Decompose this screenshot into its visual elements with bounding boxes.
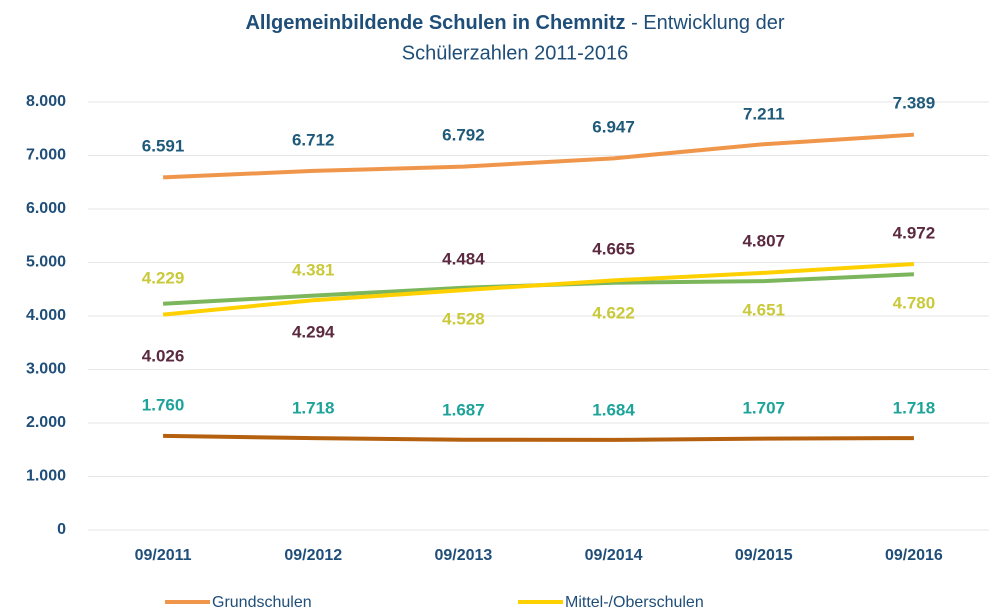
x-tick-label: 09/2012 [284,547,342,564]
data-label: 6.591 [142,136,185,155]
data-label: 6.947 [592,117,635,136]
data-label: 7.389 [893,93,936,112]
series-line [163,433,914,442]
x-tick-label: 09/2013 [434,547,492,564]
data-label: 4.294 [292,322,335,341]
y-tick-label: 7.000 [26,147,66,164]
y-tick-label: 8.000 [26,93,66,110]
data-label: 1.707 [742,398,785,417]
data-label: 6.712 [292,130,335,149]
data-label: 1.718 [893,398,936,417]
y-tick-label: 5.000 [26,254,66,271]
data-label: 4.651 [742,300,785,319]
data-label: 4.972 [893,223,936,242]
y-tick-label: 0 [57,521,66,538]
x-tick-label: 09/2016 [885,547,943,564]
y-tick-label: 2.000 [26,414,66,431]
chart-title: Allgemeinbildende Schulen in Chemnitz - … [245,12,784,34]
data-label: 4.381 [292,260,335,279]
data-label: 6.792 [442,125,485,144]
data-label: 4.484 [442,249,485,268]
title-bold: Allgemeinbildende Schulen in Chemnitz [245,12,625,34]
legend-label: Grundschulen [212,594,312,611]
x-tick-label: 09/2015 [735,547,793,564]
data-label: 4.528 [442,309,485,328]
series-line [162,132,915,180]
data-label: 4.807 [742,231,785,250]
y-tick-label: 1.000 [26,468,66,485]
data-label: 1.718 [292,398,335,417]
x-tick-label: 09/2014 [585,547,643,564]
y-tick-label: 4.000 [26,307,66,324]
data-label: 1.760 [142,395,185,414]
data-label: 4.026 [142,346,185,365]
series-line [162,272,915,306]
data-label: 4.665 [592,239,635,258]
data-label: 7.211 [743,104,785,123]
data-label: 4.622 [592,303,635,322]
data-label: 4.780 [893,293,936,312]
series-line [162,262,915,317]
title-line: - Entwicklung der [631,12,785,34]
x-tick-label: 09/2011 [135,547,192,564]
data-label: 1.684 [592,400,635,419]
legend-label: Mittel-/Oberschulen [565,594,704,611]
title-line: Schülerzahlen 2011-2016 [402,42,628,64]
y-tick-label: 6.000 [26,200,66,217]
y-tick-label: 3.000 [26,361,66,378]
data-label: 1.687 [442,400,485,419]
data-label: 4.229 [142,268,185,287]
